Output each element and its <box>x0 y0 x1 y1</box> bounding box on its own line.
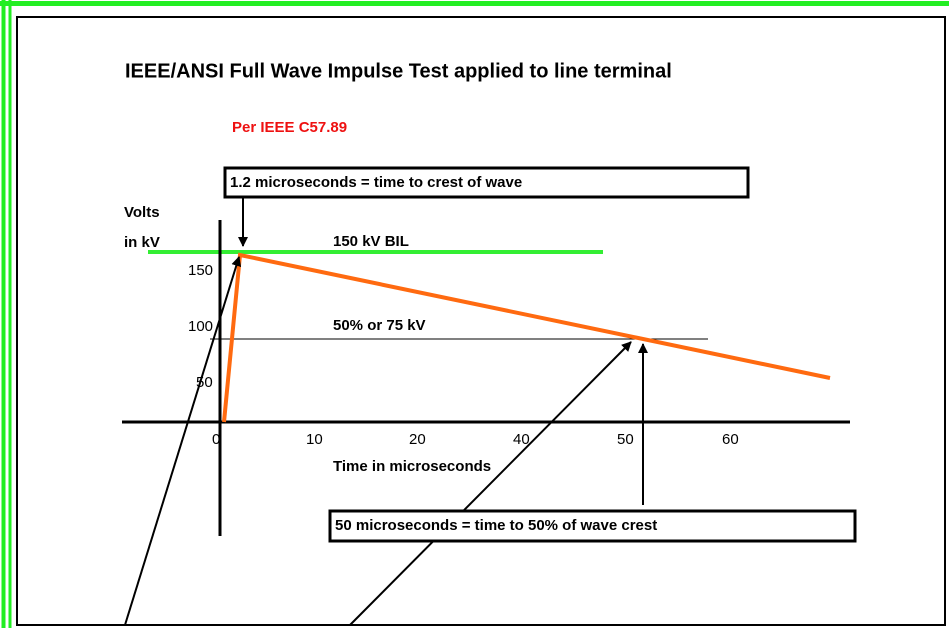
arrow <box>349 341 632 626</box>
title: IEEE/ANSI Full Wave Impulse Test applied… <box>125 60 672 82</box>
annotation: 1.2 microseconds = time to crest of wave <box>230 174 522 191</box>
arrow <box>124 256 242 626</box>
x-tick-label: 60 <box>722 431 739 448</box>
x-tick-label: 10 <box>306 431 323 448</box>
frame <box>16 16 946 626</box>
x-axis-label: Time in microseconds <box>333 458 491 475</box>
y-axis-label: in kV <box>124 234 160 251</box>
annotation: 50 microseconds = time to 50% of wave cr… <box>335 517 657 534</box>
y-tick-label: 100 <box>188 318 213 335</box>
impulse-wave <box>222 252 831 423</box>
annotation: 150 kV BIL <box>333 233 409 250</box>
x-tick-label: 50 <box>617 431 634 448</box>
y-axis-label: Volts <box>124 204 160 221</box>
annotation-box <box>328 509 857 543</box>
y-tick-label: 50 <box>196 374 213 391</box>
subtitle: Per IEEE C57.89 <box>232 119 347 136</box>
annotation-box <box>223 166 750 199</box>
annotation: 50% or 75 kV <box>333 317 426 334</box>
x-tick-label: 0 <box>212 431 220 448</box>
x-tick-label: 40 <box>513 431 530 448</box>
x-tick-label: 20 <box>409 431 426 448</box>
y-tick-label: 150 <box>188 262 213 279</box>
